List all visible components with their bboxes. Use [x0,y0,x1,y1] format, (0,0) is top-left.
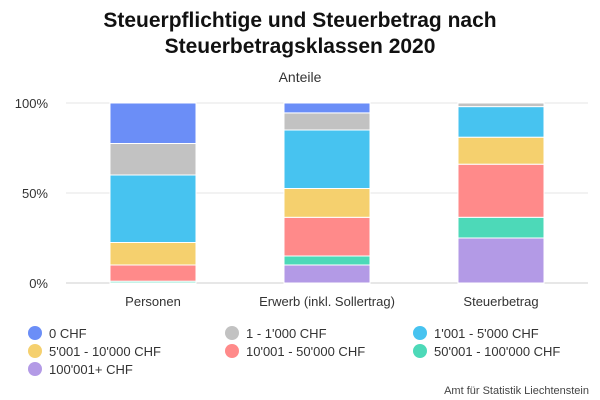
legend[interactable]: 0 CHF 1 - 1'000 CHF 1'001 - 5'000 CHF 5'001… [28,326,560,377]
chart-subtitle: Anteile [279,69,322,85]
bar-segment[interactable] [109,174,197,243]
legend-swatch [225,326,239,340]
bar-segment[interactable] [457,163,545,218]
y-axis: 0% 50% 100% [15,96,49,291]
bar-segment[interactable] [283,102,371,114]
legend-item[interactable]: 1 - 1'000 CHF [225,326,327,341]
legend-item[interactable]: 100'001+ CHF [28,362,133,377]
x-axis: Personen Erwerb (inkl. Sollertrag) Steuerb… [125,294,538,309]
bar-segment[interactable] [457,136,545,165]
legend-label: 5'001 - 10'000 CHF [49,344,161,359]
bar-segment[interactable] [109,242,197,266]
y-tick-label: 100% [15,96,49,111]
bar-segment[interactable] [109,143,197,176]
legend-label: 1 - 1'000 CHF [246,326,327,341]
legend-label: 100'001+ CHF [49,362,133,377]
y-tick-label: 0% [29,276,48,291]
legend-item[interactable]: 50'001 - 100'000 CHF [413,344,560,359]
x-tick-label: Erwerb (inkl. Sollertrag) [259,294,395,309]
legend-swatch [28,344,42,358]
chart-titles: Steuerpflichtige und Steuerbetrag nach S… [103,9,496,85]
bar-segment[interactable] [457,216,545,239]
legend-label: 50'001 - 100'000 CHF [434,344,560,359]
legend-swatch [28,326,42,340]
bar-segment[interactable] [283,216,371,257]
bar-segment[interactable] [109,264,197,282]
bar-segment[interactable] [283,188,371,218]
bar-segment[interactable] [283,112,371,131]
y-tick-label: 50% [22,186,48,201]
legend-item[interactable]: 0 CHF [28,326,87,341]
bar-segment[interactable] [457,106,545,138]
bar-segment[interactable] [283,264,371,284]
x-tick-label: Steuerbetrag [463,294,538,309]
legend-swatch [225,344,239,358]
legend-item[interactable]: 1'001 - 5'000 CHF [413,326,539,341]
bar-segment[interactable] [283,255,371,266]
x-tick-label: Personen [125,294,181,309]
chart-title-line-2: Steuerbetragsklassen 2020 [165,35,436,58]
bars [109,102,545,284]
legend-label: 0 CHF [49,326,87,341]
legend-label: 10'001 - 50'000 CHF [246,344,365,359]
bar-segment[interactable] [457,237,545,284]
bar-segment[interactable] [283,129,371,189]
bar-segment[interactable] [457,102,545,108]
legend-swatch [413,326,427,340]
legend-swatch [28,362,42,376]
bar-segment[interactable] [109,102,197,144]
credit-text: Amt für Statistik Liechtenstein [444,385,589,397]
legend-item[interactable]: 10'001 - 50'000 CHF [225,344,365,359]
chart-title-line-1: Steuerpflichtige und Steuerbetrag nach [103,9,496,32]
legend-swatch [413,344,427,358]
legend-item[interactable]: 5'001 - 10'000 CHF [28,344,161,359]
legend-label: 1'001 - 5'000 CHF [434,326,539,341]
